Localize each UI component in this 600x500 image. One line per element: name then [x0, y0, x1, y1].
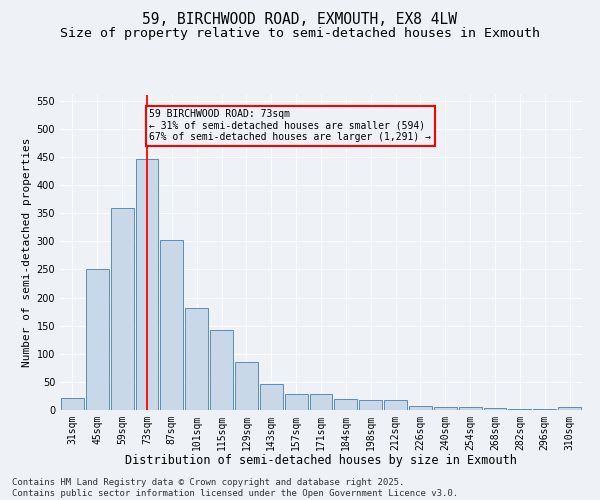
X-axis label: Distribution of semi-detached houses by size in Exmouth: Distribution of semi-detached houses by …: [125, 454, 517, 468]
Bar: [334, 399, 357, 410]
Bar: [484, 408, 506, 410]
Bar: [185, 308, 208, 410]
Text: 59 BIRCHWOOD ROAD: 73sqm
← 31% of semi-detached houses are smaller (594)
67% of : 59 BIRCHWOOD ROAD: 73sqm ← 31% of semi-d…: [149, 109, 431, 142]
Text: Contains HM Land Registry data © Crown copyright and database right 2025.
Contai: Contains HM Land Registry data © Crown c…: [12, 478, 458, 498]
Bar: [111, 208, 134, 410]
Bar: [86, 270, 109, 410]
Y-axis label: Number of semi-detached properties: Number of semi-detached properties: [22, 138, 32, 367]
Text: Size of property relative to semi-detached houses in Exmouth: Size of property relative to semi-detach…: [60, 28, 540, 40]
Bar: [459, 407, 482, 410]
Bar: [558, 407, 581, 410]
Bar: [260, 384, 283, 410]
Bar: [434, 406, 457, 410]
Bar: [136, 158, 158, 410]
Bar: [61, 398, 84, 410]
Text: 59, BIRCHWOOD ROAD, EXMOUTH, EX8 4LW: 59, BIRCHWOOD ROAD, EXMOUTH, EX8 4LW: [143, 12, 458, 28]
Bar: [508, 409, 531, 410]
Bar: [235, 362, 258, 410]
Bar: [285, 394, 308, 410]
Bar: [160, 240, 183, 410]
Bar: [359, 400, 382, 410]
Bar: [409, 406, 432, 410]
Bar: [310, 394, 332, 410]
Bar: [384, 400, 407, 410]
Bar: [210, 330, 233, 410]
